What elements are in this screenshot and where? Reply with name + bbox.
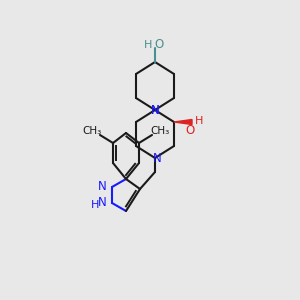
Text: N: N [151,103,159,116]
Text: O: O [154,38,164,52]
Polygon shape [174,119,192,124]
Text: H: H [195,116,203,126]
Text: CH₃: CH₃ [82,126,102,136]
Text: H: H [144,40,152,50]
Text: N: N [151,103,159,116]
Text: N: N [153,152,161,164]
Text: N: N [98,196,107,209]
Text: N: N [98,181,107,194]
Text: O: O [185,124,195,136]
Text: H: H [91,200,99,210]
Text: CH₃: CH₃ [150,126,170,136]
